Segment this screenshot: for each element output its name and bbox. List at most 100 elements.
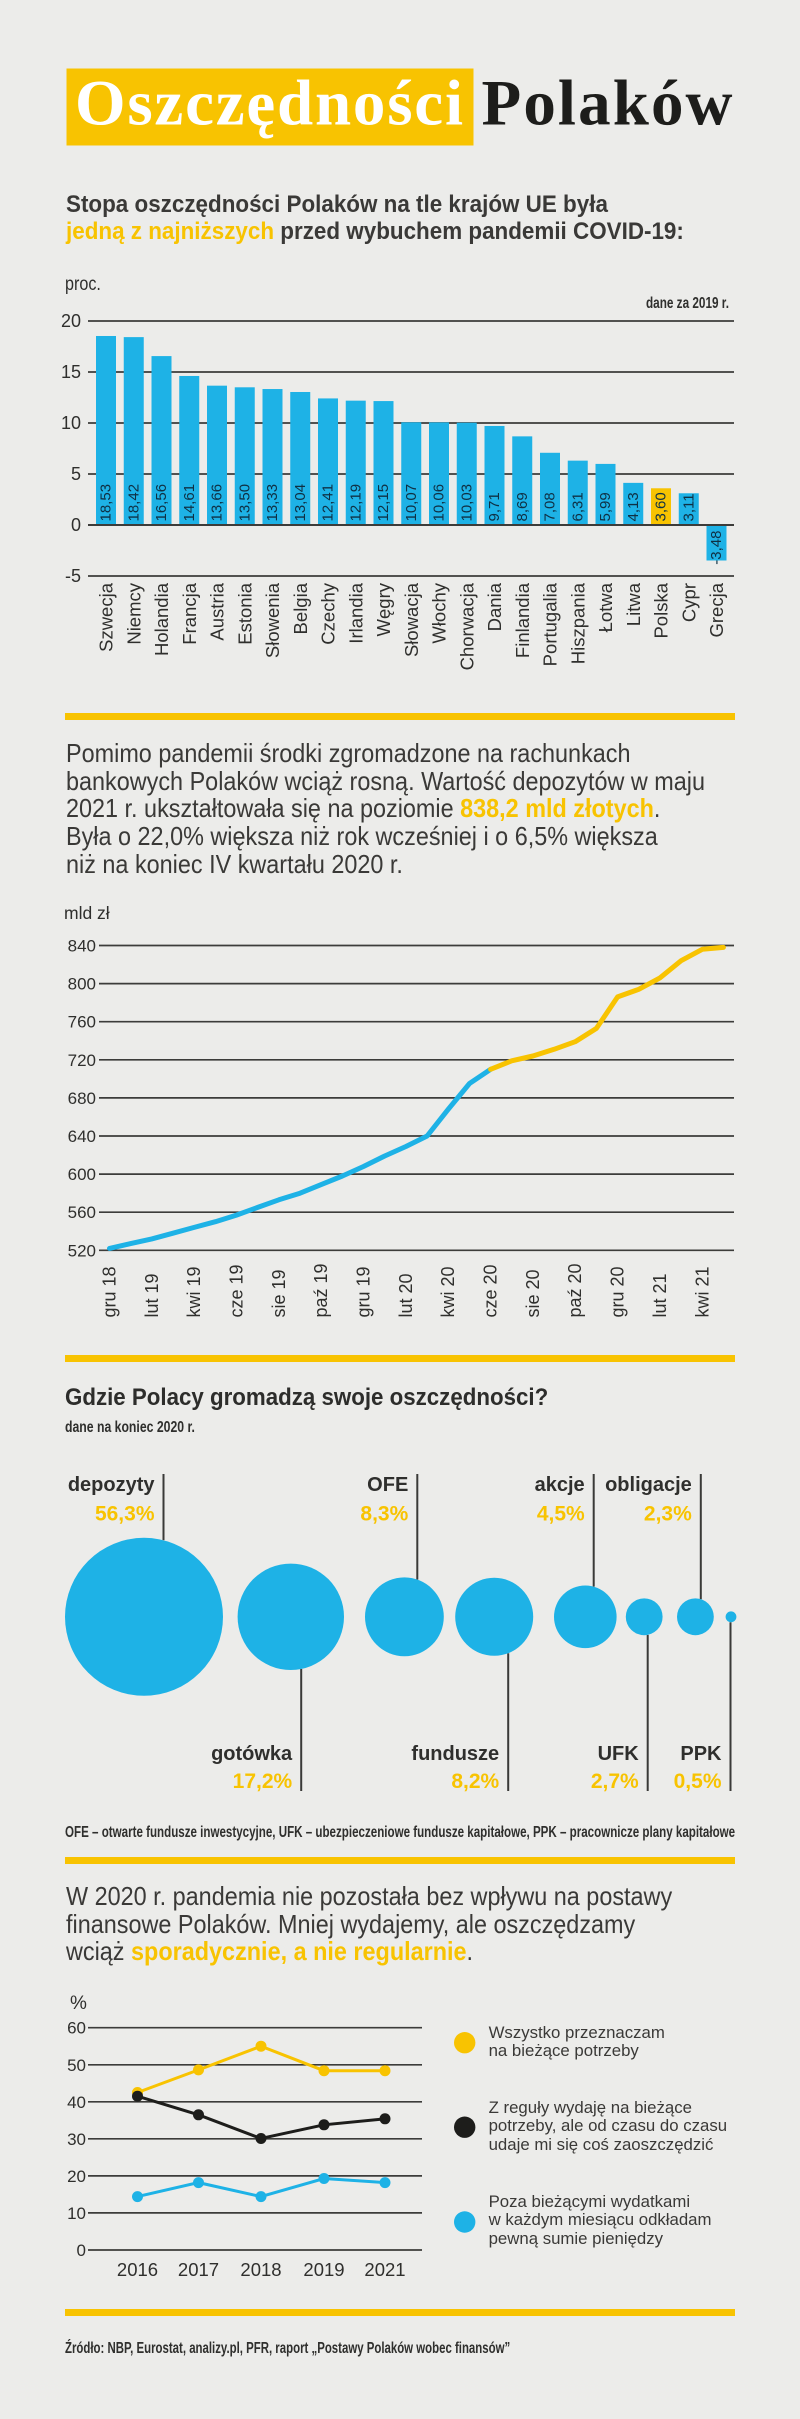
- svg-text:gotówka: gotówka: [211, 1743, 293, 1765]
- svg-text:640: 640: [68, 1127, 96, 1146]
- svg-text:Słowenia: Słowenia: [262, 582, 283, 658]
- svg-text:Francja: Francja: [179, 582, 200, 644]
- svg-text:600: 600: [68, 1165, 96, 1184]
- svg-text:18,53: 18,53: [98, 484, 115, 522]
- svg-text:cze 19: cze 19: [227, 1264, 247, 1317]
- svg-text:-5: -5: [65, 566, 81, 586]
- svg-text:3,11: 3,11: [680, 493, 697, 521]
- svg-text:Włochy: Włochy: [429, 582, 450, 643]
- svg-text:60: 60: [67, 2019, 86, 2038]
- svg-text:6,31: 6,31: [569, 492, 586, 521]
- svg-text:12,15: 12,15: [375, 484, 392, 522]
- svg-text:Litwa: Litwa: [623, 582, 644, 626]
- svg-text:800: 800: [68, 975, 96, 994]
- svg-text:Węgry: Węgry: [373, 582, 394, 636]
- svg-text:0: 0: [77, 2241, 86, 2260]
- svg-text:akcje: akcje: [535, 1474, 585, 1496]
- svg-text:OFE: OFE: [367, 1474, 408, 1496]
- svg-text:520: 520: [68, 1241, 96, 1260]
- svg-text:lut 19: lut 19: [142, 1273, 162, 1317]
- svg-text:50: 50: [67, 2056, 86, 2075]
- svg-text:2,3%: 2,3%: [644, 1503, 692, 1526]
- svg-text:Oszczędności: Oszczędności: [75, 67, 463, 139]
- svg-text:0,5%: 0,5%: [674, 1770, 722, 1793]
- svg-text:7,08: 7,08: [542, 492, 559, 521]
- svg-text:3,60: 3,60: [653, 492, 670, 521]
- svg-text:560: 560: [68, 1203, 96, 1222]
- svg-text:2017: 2017: [178, 2259, 219, 2280]
- svg-text:Irlandia: Irlandia: [345, 582, 366, 643]
- svg-text:Łotwa: Łotwa: [595, 582, 616, 632]
- svg-text:kwi 21: kwi 21: [692, 1266, 712, 1317]
- svg-text:Polska: Polska: [651, 582, 672, 638]
- svg-text:lut 20: lut 20: [396, 1273, 416, 1317]
- svg-text:Belgia: Belgia: [290, 582, 311, 634]
- svg-text:Słowacja: Słowacja: [401, 582, 422, 657]
- svg-text:14,61: 14,61: [181, 484, 198, 522]
- svg-text:depozyty: depozyty: [68, 1474, 156, 1496]
- svg-text:-3,48: -3,48: [708, 531, 725, 565]
- svg-text:13,33: 13,33: [264, 484, 281, 522]
- svg-text:Szwecja: Szwecja: [96, 582, 117, 652]
- svg-text:840: 840: [68, 937, 96, 956]
- svg-text:8,2%: 8,2%: [451, 1770, 499, 1793]
- svg-text:2,7%: 2,7%: [591, 1770, 639, 1793]
- svg-text:gru 20: gru 20: [608, 1266, 628, 1317]
- svg-text:Holandia: Holandia: [151, 582, 172, 656]
- svg-text:12,41: 12,41: [320, 484, 337, 522]
- svg-text:4,13: 4,13: [625, 492, 642, 521]
- svg-text:760: 760: [68, 1013, 96, 1032]
- svg-text:Chorwacja: Chorwacja: [456, 582, 477, 670]
- svg-text:kwi 20: kwi 20: [438, 1266, 458, 1317]
- svg-text:gru 18: gru 18: [100, 1266, 120, 1317]
- svg-text:Niemcy: Niemcy: [123, 582, 144, 644]
- svg-text:Dania: Dania: [484, 582, 505, 631]
- svg-text:2016: 2016: [117, 2259, 158, 2280]
- svg-text:4,5%: 4,5%: [537, 1503, 585, 1526]
- svg-text:13,04: 13,04: [292, 484, 309, 522]
- svg-text:10,07: 10,07: [403, 484, 420, 522]
- svg-text:20: 20: [67, 2167, 86, 2186]
- svg-text:20: 20: [61, 311, 81, 331]
- svg-text:Cypr: Cypr: [678, 583, 699, 622]
- svg-text:PPK: PPK: [680, 1743, 722, 1765]
- svg-text:2019: 2019: [303, 2259, 344, 2280]
- svg-text:40: 40: [67, 2093, 86, 2112]
- svg-text:Polaków: Polaków: [482, 67, 733, 139]
- svg-text:17,2%: 17,2%: [233, 1770, 293, 1793]
- svg-text:9,71: 9,71: [486, 492, 503, 521]
- svg-text:12,19: 12,19: [347, 484, 364, 522]
- svg-text:Hiszpania: Hiszpania: [567, 582, 588, 664]
- svg-text:sie 19: sie 19: [269, 1269, 289, 1317]
- svg-text:2018: 2018: [240, 2259, 281, 2280]
- svg-text:cze 20: cze 20: [481, 1264, 501, 1317]
- svg-text:16,56: 16,56: [153, 484, 170, 522]
- svg-text:UFK: UFK: [598, 1743, 640, 1765]
- svg-text:15: 15: [61, 362, 81, 382]
- svg-text:680: 680: [68, 1089, 96, 1108]
- svg-text:30: 30: [67, 2130, 86, 2149]
- svg-text:Austria: Austria: [207, 582, 228, 640]
- svg-text:8,3%: 8,3%: [360, 1503, 408, 1526]
- svg-text:8,69: 8,69: [514, 492, 531, 521]
- svg-text:sie 20: sie 20: [523, 1269, 543, 1317]
- svg-text:2021: 2021: [364, 2259, 405, 2280]
- svg-text:lut 21: lut 21: [650, 1273, 670, 1317]
- svg-text:Finlandia: Finlandia: [512, 582, 533, 658]
- svg-text:13,66: 13,66: [209, 484, 226, 522]
- svg-text:10,06: 10,06: [431, 484, 448, 522]
- svg-text:Czechy: Czechy: [318, 582, 339, 644]
- svg-text:56,3%: 56,3%: [95, 1503, 155, 1526]
- svg-text:Estonia: Estonia: [234, 582, 255, 644]
- svg-text:paź 19: paź 19: [311, 1263, 331, 1317]
- svg-text:paź 20: paź 20: [565, 1263, 585, 1317]
- svg-text:obligacje: obligacje: [605, 1474, 692, 1496]
- svg-text:13,50: 13,50: [236, 484, 253, 522]
- svg-text:10: 10: [67, 2204, 86, 2223]
- svg-text:720: 720: [68, 1051, 96, 1070]
- svg-text:5,99: 5,99: [597, 492, 614, 521]
- svg-text:kwi 19: kwi 19: [184, 1266, 204, 1317]
- svg-text:10: 10: [61, 413, 81, 433]
- svg-text:Portugalia: Portugalia: [540, 582, 561, 666]
- svg-text:10,03: 10,03: [458, 484, 475, 522]
